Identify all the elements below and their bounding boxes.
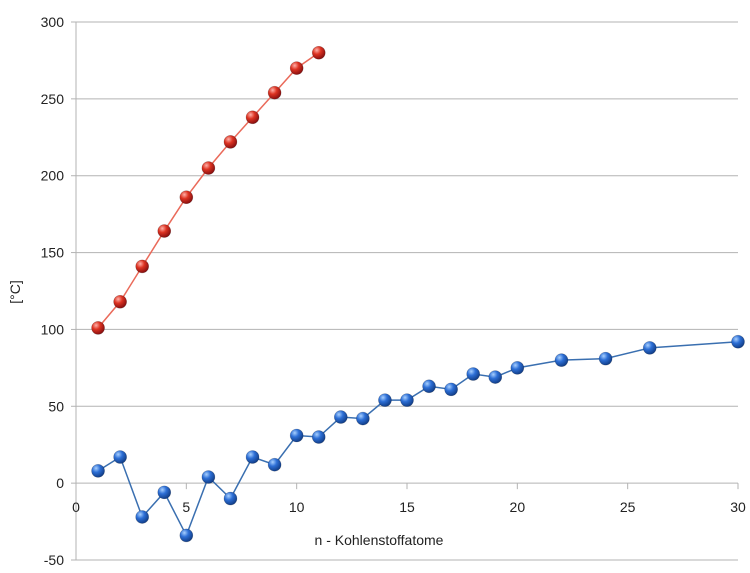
data-point [223,135,238,149]
y-tick-label: 200 [41,168,65,184]
data-point [333,410,348,424]
gridlines [76,21,738,561]
series-1 [91,45,326,335]
data-point [113,294,127,309]
x-tick-label: 20 [510,499,526,515]
x-axis-title: n - Kohlenstoffatome [315,532,444,548]
x-tick-label: 10 [289,499,305,515]
y-axis-title: [°C] [7,280,23,304]
x-tick-label: 30 [730,499,746,515]
data-point [378,393,392,407]
axis-labels: n - Kohlenstoffatome [°C] [7,280,444,548]
data-point [245,450,260,464]
series-2 [91,334,745,543]
axes: -50 0 50 100 150 200 250 300 0 5 10 15 20 25 30 [41,14,746,568]
data-point [554,353,569,367]
data-point [598,351,613,366]
data-point [157,224,172,238]
data-point [245,110,260,125]
data-point [179,190,194,205]
y-tick-label: 300 [41,14,65,30]
series-line [97,340,739,538]
data-point [289,61,304,75]
data-point [267,457,282,472]
data-point [223,491,238,506]
x-tick-label: 25 [620,499,636,515]
y-tick-label: 150 [41,245,65,261]
series-group [91,45,745,543]
x-tick-label: 0 [72,499,80,515]
data-point [422,379,436,394]
y-tick-label: -50 [44,552,64,568]
y-tick-label: 100 [41,321,65,337]
data-point [201,161,216,175]
data-point [466,367,481,381]
series-line [97,52,320,329]
data-point [289,428,304,443]
data-point [642,341,657,355]
data-point [311,45,326,60]
data-point [356,411,370,426]
x-tick-label: 15 [399,499,415,515]
data-point [179,528,194,543]
y-tick-label: 0 [56,475,64,491]
data-point [444,382,458,397]
x-tick-label: 5 [182,499,190,515]
y-tick-label: 250 [41,91,65,107]
data-point [488,370,503,384]
y-tick-label: 50 [48,398,64,414]
data-point [267,85,282,100]
data-point [135,259,149,274]
data-point [135,510,149,524]
data-point [201,470,216,484]
data-point [91,321,105,335]
data-point [510,361,525,375]
data-point [731,334,745,349]
data-point [91,464,105,478]
data-point [113,450,127,464]
data-point [311,430,326,444]
data-point [400,393,414,407]
data-point [157,485,172,500]
